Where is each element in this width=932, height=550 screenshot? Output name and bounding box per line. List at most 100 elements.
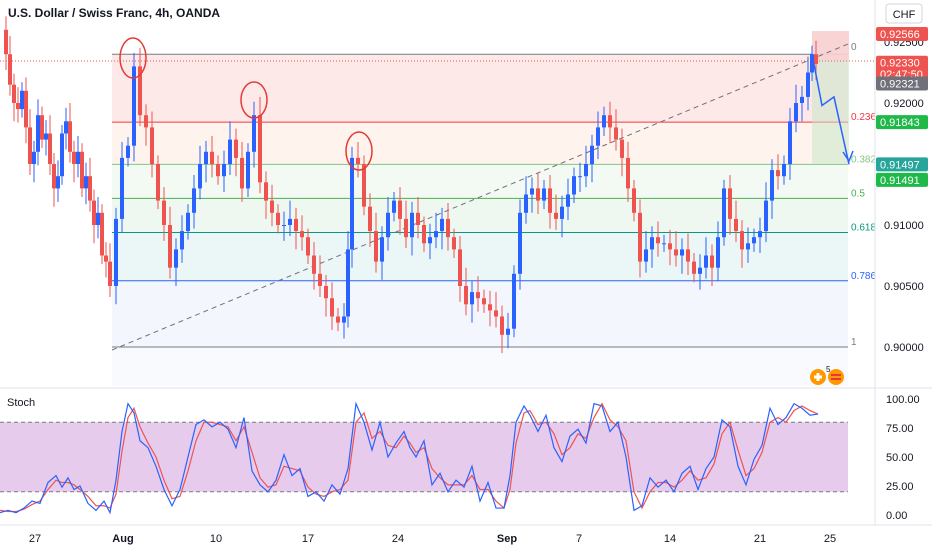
event-icons[interactable]: 5 xyxy=(810,365,844,385)
peak-circle-3[interactable] xyxy=(345,131,373,171)
candle-body xyxy=(168,225,172,268)
candle-body xyxy=(28,127,32,164)
candle-body xyxy=(342,316,346,323)
time-tick-label: 25 xyxy=(824,533,836,545)
candle-body xyxy=(584,164,588,177)
candle-body xyxy=(464,286,468,305)
candle-body xyxy=(60,133,64,177)
candle-body xyxy=(80,151,84,189)
candle-body xyxy=(44,133,48,140)
fib-label-1: 0.236 xyxy=(851,112,876,123)
candle-body xyxy=(162,200,166,225)
candle-body xyxy=(530,188,534,195)
candle-body xyxy=(380,237,384,262)
currency-button[interactable] xyxy=(885,3,923,24)
projection-arrow[interactable] xyxy=(811,54,850,165)
stoch-axis[interactable]: 100.00 75.00 50.00 25.00 0.00 xyxy=(886,394,920,522)
candle-body xyxy=(764,200,768,232)
peak-circle-2[interactable] xyxy=(240,81,268,119)
candle-body xyxy=(782,164,786,177)
candle-body xyxy=(246,151,250,189)
candle-body xyxy=(312,255,316,274)
candle-body xyxy=(346,249,350,317)
candle-body xyxy=(132,66,136,146)
candle-body xyxy=(88,176,92,201)
price-tick-label: 0.90500 xyxy=(884,281,924,293)
candle-body xyxy=(234,139,238,158)
stoch-tick-label: 75.00 xyxy=(886,423,914,435)
candle-body xyxy=(362,164,366,207)
candle-body xyxy=(810,54,814,73)
candle-body xyxy=(560,206,564,219)
candle-body xyxy=(20,90,24,110)
candle-body xyxy=(276,212,280,225)
candle-body xyxy=(210,151,214,164)
candle-body xyxy=(288,218,292,225)
candle-body xyxy=(324,286,328,299)
candle-body xyxy=(572,176,576,195)
fib-zone-below xyxy=(112,347,848,386)
time-axis[interactable]: 27 Aug 10 17 24 Sep 7 14 21 25 xyxy=(29,533,836,545)
candle-body xyxy=(758,231,762,238)
candle-body xyxy=(602,115,606,128)
candle-body xyxy=(150,127,154,164)
candle-body xyxy=(698,267,702,274)
candle-body xyxy=(656,237,660,244)
fib-zone-4 xyxy=(112,232,848,281)
fib-trend-line[interactable] xyxy=(111,43,849,351)
candle-body xyxy=(518,212,522,274)
candle-body xyxy=(428,237,432,244)
candle-body xyxy=(64,121,68,134)
candle-body xyxy=(578,176,582,178)
candle-body xyxy=(72,151,76,164)
candle-body xyxy=(482,298,486,305)
candle-body xyxy=(488,304,492,311)
candle-body xyxy=(144,115,148,128)
candle-body xyxy=(180,231,184,250)
indicator-label: Stoch xyxy=(7,397,35,409)
candle-body xyxy=(282,225,286,226)
candle-body xyxy=(524,194,528,213)
candle-body xyxy=(680,249,684,256)
candle-body xyxy=(814,54,818,64)
fib-label-5: 0.786 xyxy=(851,271,876,282)
candle-body xyxy=(794,103,798,122)
flag-icon-us[interactable] xyxy=(828,369,844,385)
candle-body xyxy=(476,292,480,299)
peak-annotations[interactable] xyxy=(119,37,373,171)
candle-body xyxy=(422,225,426,244)
candle-body xyxy=(608,115,612,128)
candle-body xyxy=(770,170,774,201)
candle-body xyxy=(458,249,462,286)
stoch-tick-label: 0.00 xyxy=(886,510,907,522)
candle-body xyxy=(722,188,726,238)
candle-body xyxy=(186,212,190,232)
candle-body xyxy=(4,29,8,55)
candle-body xyxy=(662,243,666,245)
candle-body xyxy=(626,157,630,189)
candle-body xyxy=(52,164,56,189)
candle-body xyxy=(410,212,414,238)
peak-circle-1[interactable] xyxy=(119,37,147,79)
candle-body xyxy=(36,115,40,152)
candle-body xyxy=(638,212,642,262)
price-tag xyxy=(876,26,928,41)
candle-body xyxy=(8,54,12,85)
candle-body xyxy=(100,212,104,256)
candle-body xyxy=(494,310,498,317)
fib-zone-0 xyxy=(112,54,848,123)
candle-body xyxy=(68,121,72,152)
candle-body xyxy=(48,133,52,164)
candle-body xyxy=(620,139,624,158)
price-tag-text: 0.92321 xyxy=(880,78,920,90)
us-stripe-1 xyxy=(831,374,841,376)
candle-body xyxy=(416,212,420,225)
stoch-band xyxy=(0,422,848,492)
target-box-stop xyxy=(812,31,849,60)
candle-body xyxy=(434,231,438,238)
price-tick-label: 0.92000 xyxy=(884,98,924,110)
candle-body xyxy=(198,164,202,189)
candle-body xyxy=(452,237,456,250)
candle-body xyxy=(728,188,732,219)
